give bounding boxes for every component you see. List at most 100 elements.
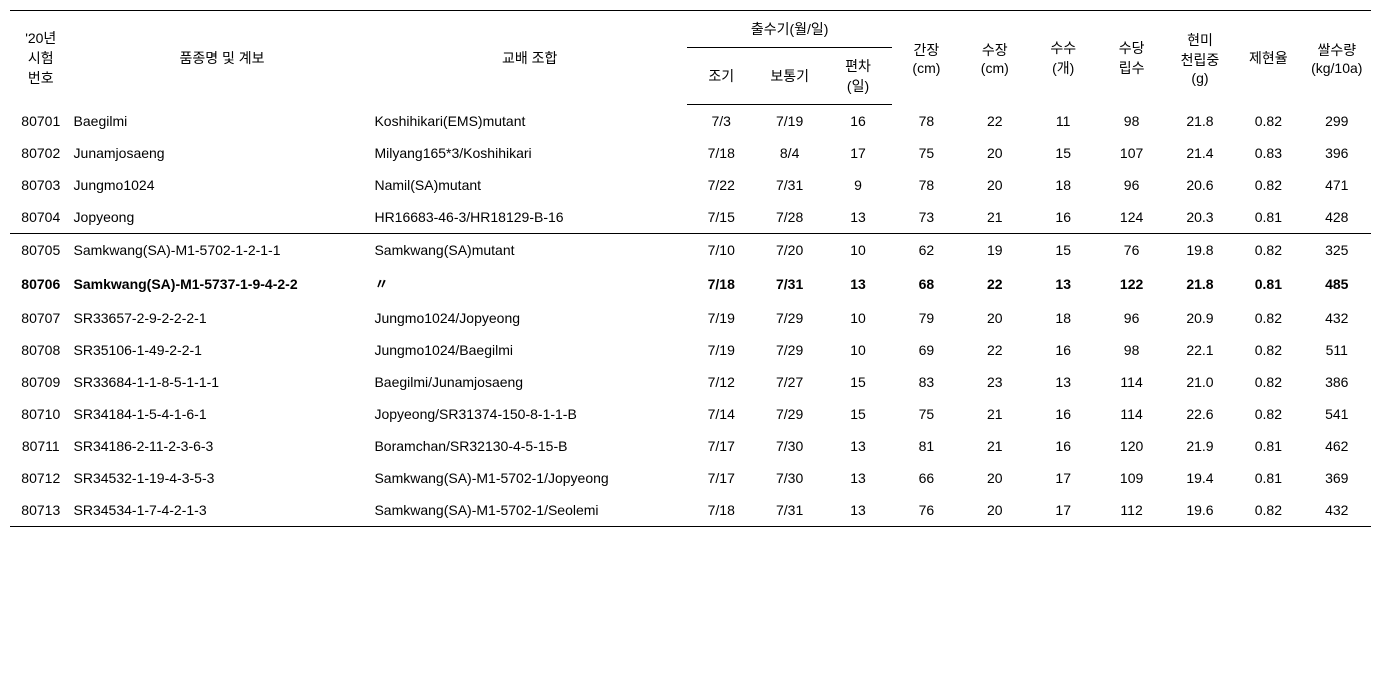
cell-trial-num: 80701: [10, 105, 72, 138]
cell-cross-combination: HR16683-46-3/HR18129-B-16: [372, 201, 687, 234]
cell-brown-rice-weight: 19.4: [1166, 462, 1234, 494]
cell-grain-per-panicle: 107: [1097, 137, 1165, 169]
cell-rice-yield: 432: [1303, 302, 1371, 334]
cell-trial-num: 80703: [10, 169, 72, 201]
cell-early: 7/18: [687, 494, 755, 527]
cell-deviation: 10: [824, 234, 892, 267]
header-early: 조기: [687, 48, 755, 105]
cell-culm-length: 75: [892, 137, 960, 169]
cell-trial-num: 80712: [10, 462, 72, 494]
cell-rice-yield: 325: [1303, 234, 1371, 267]
cell-rice-yield: 299: [1303, 105, 1371, 138]
cell-brown-rice-weight: 19.8: [1166, 234, 1234, 267]
cell-brown-rice-weight: 19.6: [1166, 494, 1234, 527]
cell-variety-name: SR33657-2-9-2-2-2-1: [72, 302, 373, 334]
header-normal: 보통기: [755, 48, 823, 105]
cell-rice-yield: 396: [1303, 137, 1371, 169]
cell-rice-yield: 428: [1303, 201, 1371, 234]
table-row: 80703Jungmo1024Namil(SA)mutant7/227/3197…: [10, 169, 1371, 201]
cell-panicle-length: 20: [961, 302, 1029, 334]
cell-grain-per-panicle: 109: [1097, 462, 1165, 494]
cell-early: 7/22: [687, 169, 755, 201]
cell-normal: 7/27: [755, 366, 823, 398]
cell-culm-length: 75: [892, 398, 960, 430]
cell-milling-ratio: 0.83: [1234, 137, 1302, 169]
cell-normal: 7/30: [755, 462, 823, 494]
header-deviation: 편차(일): [824, 48, 892, 105]
cell-culm-length: 78: [892, 169, 960, 201]
table-row: 80708SR35106-1-49-2-2-1Jungmo1024/Baegil…: [10, 334, 1371, 366]
cell-variety-name: Junamjosaeng: [72, 137, 373, 169]
cell-panicle-length: 20: [961, 137, 1029, 169]
cell-grain-per-panicle: 98: [1097, 334, 1165, 366]
table-row: 80702JunamjosaengMilyang165*3/Koshihikar…: [10, 137, 1371, 169]
cell-grain-per-panicle: 98: [1097, 105, 1165, 138]
cell-cross-combination: Koshihikari(EMS)mutant: [372, 105, 687, 138]
cell-trial-num: 80708: [10, 334, 72, 366]
cell-cross-combination: 〃: [372, 266, 687, 302]
cell-panicle-length: 21: [961, 430, 1029, 462]
cell-culm-length: 79: [892, 302, 960, 334]
cell-cross-combination: Jungmo1024/Jopyeong: [372, 302, 687, 334]
cell-grain-per-panicle: 96: [1097, 302, 1165, 334]
header-panicle-num: 수수(개): [1029, 11, 1097, 105]
cell-normal: 7/28: [755, 201, 823, 234]
cell-normal: 7/31: [755, 169, 823, 201]
cell-grain-per-panicle: 96: [1097, 169, 1165, 201]
cell-cross-combination: Milyang165*3/Koshihikari: [372, 137, 687, 169]
cell-panicle-length: 21: [961, 398, 1029, 430]
cell-variety-name: Samkwang(SA)-M1-5702-1-2-1-1: [72, 234, 373, 267]
cell-panicle-length: 20: [961, 169, 1029, 201]
cell-panicle-num: 18: [1029, 169, 1097, 201]
cell-trial-num: 80705: [10, 234, 72, 267]
cell-milling-ratio: 0.81: [1234, 430, 1302, 462]
cell-panicle-num: 16: [1029, 201, 1097, 234]
cell-deviation: 15: [824, 366, 892, 398]
cell-panicle-num: 13: [1029, 366, 1097, 398]
cell-rice-yield: 386: [1303, 366, 1371, 398]
cell-normal: 7/30: [755, 430, 823, 462]
cell-trial-num: 80704: [10, 201, 72, 234]
cell-brown-rice-weight: 20.3: [1166, 201, 1234, 234]
cell-culm-length: 68: [892, 266, 960, 302]
header-brown-rice-weight: 현미천립중(g): [1166, 11, 1234, 105]
cell-deviation: 13: [824, 462, 892, 494]
cell-panicle-num: 11: [1029, 105, 1097, 138]
cell-early: 7/3: [687, 105, 755, 138]
cell-panicle-length: 19: [961, 234, 1029, 267]
cell-culm-length: 76: [892, 494, 960, 527]
cell-variety-name: SR34534-1-7-4-2-1-3: [72, 494, 373, 527]
cell-milling-ratio: 0.82: [1234, 334, 1302, 366]
cell-deviation: 17: [824, 137, 892, 169]
table-body: 80701BaegilmiKoshihikari(EMS)mutant7/37/…: [10, 105, 1371, 527]
cell-milling-ratio: 0.81: [1234, 462, 1302, 494]
header-panicle-length: 수장(cm): [961, 11, 1029, 105]
cell-brown-rice-weight: 20.6: [1166, 169, 1234, 201]
cell-deviation: 13: [824, 266, 892, 302]
cell-brown-rice-weight: 21.8: [1166, 266, 1234, 302]
cell-brown-rice-weight: 21.8: [1166, 105, 1234, 138]
cell-grain-per-panicle: 112: [1097, 494, 1165, 527]
cell-deviation: 15: [824, 398, 892, 430]
cell-normal: 7/20: [755, 234, 823, 267]
cell-brown-rice-weight: 22.6: [1166, 398, 1234, 430]
cell-trial-num: 80713: [10, 494, 72, 527]
cell-normal: 7/29: [755, 334, 823, 366]
cell-cross-combination: Samkwang(SA)mutant: [372, 234, 687, 267]
cell-cross-combination: Samkwang(SA)-M1-5702-1/Jopyeong: [372, 462, 687, 494]
rice-variety-table: '20년시험번호 품종명 및 계보 교배 조합 출수기(월/일) 간장(cm) …: [10, 10, 1371, 527]
cell-panicle-num: 16: [1029, 430, 1097, 462]
cell-panicle-length: 20: [961, 494, 1029, 527]
cell-cross-combination: Boramchan/SR32130-4-5-15-B: [372, 430, 687, 462]
cell-panicle-num: 16: [1029, 334, 1097, 366]
cell-panicle-length: 23: [961, 366, 1029, 398]
cell-trial-num: 80711: [10, 430, 72, 462]
cell-early: 7/10: [687, 234, 755, 267]
cell-milling-ratio: 0.82: [1234, 494, 1302, 527]
cell-milling-ratio: 0.82: [1234, 366, 1302, 398]
cell-rice-yield: 432: [1303, 494, 1371, 527]
cell-culm-length: 73: [892, 201, 960, 234]
cell-culm-length: 62: [892, 234, 960, 267]
cell-early: 7/18: [687, 266, 755, 302]
cell-variety-name: SR34532-1-19-4-3-5-3: [72, 462, 373, 494]
